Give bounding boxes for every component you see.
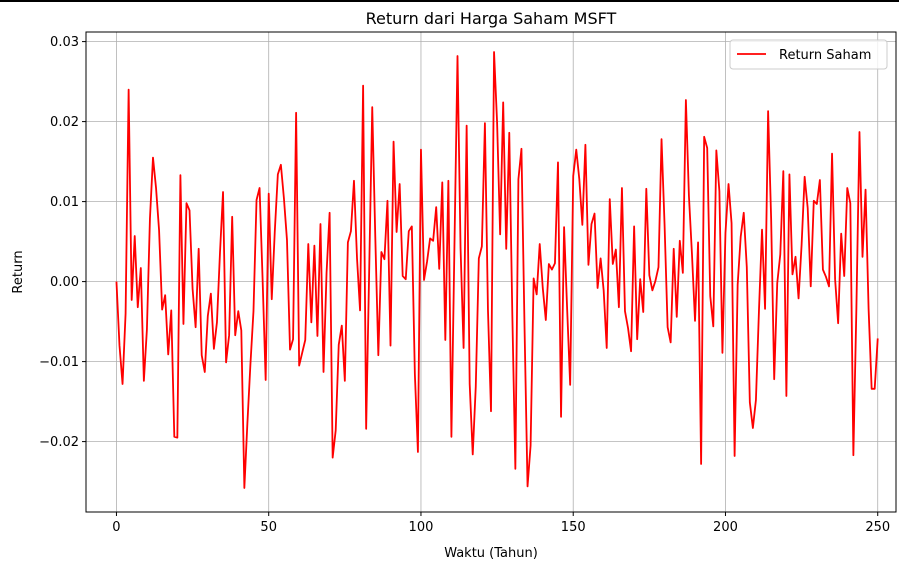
x-axis: 0 50 100 150 200 250 (112, 512, 890, 535)
y-tick-label: −0.02 (39, 435, 79, 450)
x-tick-label: 150 (561, 520, 586, 535)
legend-label-return-saham: Return Saham (779, 48, 871, 63)
top-border-rule (0, 0, 899, 2)
y-tick-label: −0.01 (39, 355, 79, 370)
y-axis-label: Return (11, 250, 26, 293)
y-tick-label: 0.01 (50, 195, 79, 210)
x-tick-label: 50 (260, 520, 277, 535)
series-layer (115, 51, 879, 489)
x-axis-label: Waktu (Tahun) (444, 546, 538, 561)
grid-lines (86, 32, 896, 512)
chart-title: Return dari Harga Saham MSFT (366, 9, 617, 28)
legend-box (729, 39, 888, 70)
y-tick-label: 0.03 (50, 35, 79, 50)
x-tick-label: 200 (713, 520, 738, 535)
x-tick-label: 100 (409, 520, 434, 535)
y-axis: −0.02 −0.01 0.00 0.01 0.02 0.03 (39, 35, 86, 450)
plot-area-frame (85, 31, 897, 513)
y-tick-label: 0.02 (50, 115, 79, 130)
series-line-return-saham (115, 51, 879, 489)
x-tick-label: 250 (865, 520, 890, 535)
legend: Return Saham (729, 39, 888, 70)
y-tick-label: 0.00 (50, 275, 79, 290)
x-tick-label: 0 (112, 520, 120, 535)
